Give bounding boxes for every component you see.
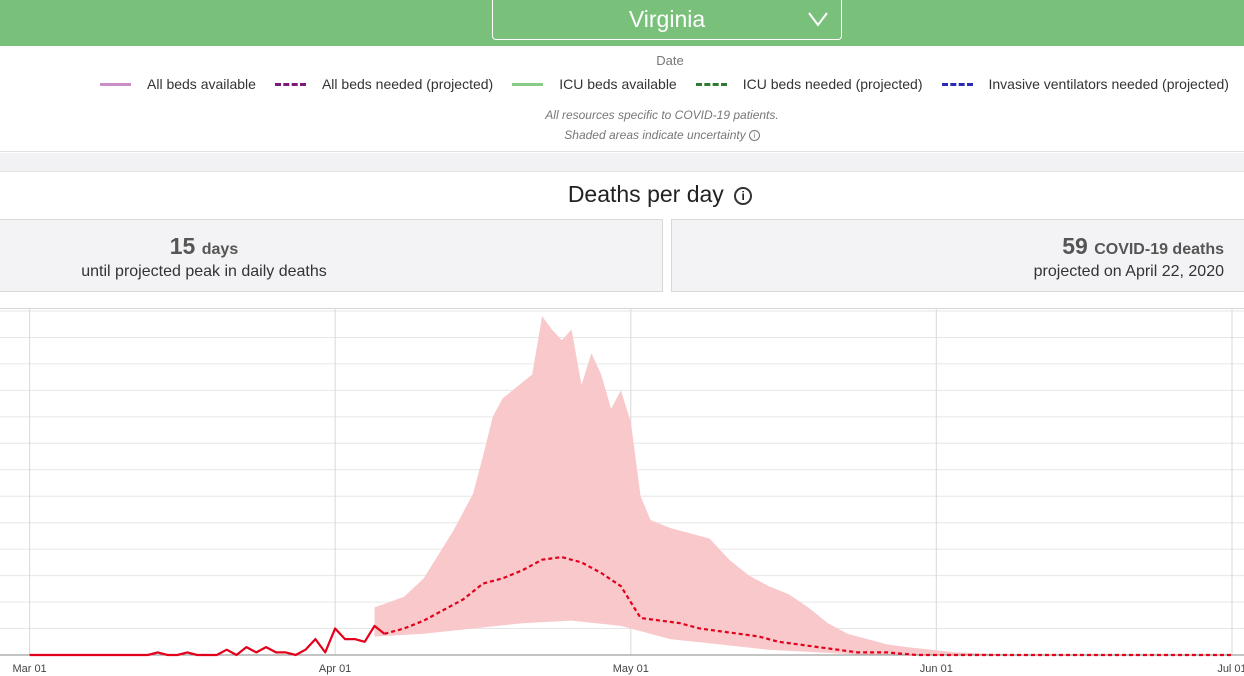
- info-icon[interactable]: i: [734, 186, 753, 205]
- state-selected-label: Virginia: [628, 6, 706, 32]
- deaths-title: Deaths per day: [567, 181, 724, 207]
- peak-deaths-card: 59 COVID-19 deaths projected on April 22…: [671, 219, 1244, 292]
- legend-swatch: [274, 82, 306, 86]
- peak-days-unit: days: [201, 241, 239, 258]
- state-dropdown[interactable]: Virginia: [492, 0, 842, 40]
- uncertainty-note: Shaded areas indicate uncertainty i: [0, 128, 1244, 142]
- peak-deaths-number: 59: [1062, 233, 1088, 259]
- chart-legend: All beds available All beds needed (proje…: [100, 76, 1244, 92]
- legend-swatch: [100, 82, 131, 86]
- x-tick-label: Jun 01: [920, 663, 953, 675]
- legend-item[interactable]: All beds needed (projected): [274, 76, 494, 92]
- resource-chart-footer: Date All beds available All beds needed (…: [0, 46, 1244, 152]
- uncertainty-note-text: Shaded areas indicate uncertainty: [564, 128, 746, 142]
- peak-days-number: 15: [169, 233, 196, 259]
- legend-label: Invasive ventilators needed (projected): [988, 76, 1229, 92]
- peak-deaths-caption: projected on April 22, 2020: [1033, 263, 1224, 280]
- legend-swatch: [695, 82, 727, 86]
- legend-swatch: [941, 82, 973, 86]
- legend-label: ICU beds available: [559, 76, 677, 92]
- header-bar: Virginia: [0, 0, 1244, 46]
- chevron-down-icon: [808, 12, 828, 27]
- peak-days-card: 15 days until projected peak in daily de…: [0, 219, 663, 292]
- peak-deaths-value-line: 59 COVID-19 deaths: [1062, 233, 1224, 260]
- x-tick-label: May 01: [613, 663, 649, 675]
- legend-item[interactable]: All beds available: [100, 76, 256, 92]
- section-divider: [0, 153, 1244, 171]
- x-tick-label: Apr 01: [319, 663, 351, 675]
- legend-label: All beds needed (projected): [321, 76, 494, 92]
- resources-note: All resources specific to COVID-19 patie…: [545, 108, 779, 122]
- legend-item[interactable]: ICU beds needed (projected): [695, 76, 923, 92]
- x-axis-label: Date: [656, 53, 684, 68]
- peak-days-caption: until projected peak in daily deaths: [81, 263, 327, 280]
- peak-days-value-line: 15 days: [0, 233, 409, 260]
- uncertainty-band: [374, 316, 1232, 655]
- x-tick-label: Jul 01: [1217, 663, 1244, 675]
- projected-deaths-line: [384, 556, 1232, 657]
- legend-swatch: [512, 82, 544, 86]
- peak-deaths-unit: COVID-19 deaths: [1094, 241, 1224, 258]
- deaths-per-day-chart: Mar 01 Apr 01 May 01 Jun 01 Jul 01: [0, 308, 1244, 676]
- section-title: Deaths per day i: [0, 181, 1244, 208]
- legend-label: ICU beds needed (projected): [742, 76, 923, 92]
- x-tick-label: Mar 01: [12, 663, 46, 675]
- legend-label: All beds available: [147, 76, 256, 92]
- info-icon[interactable]: i: [748, 130, 760, 142]
- legend-item[interactable]: Invasive ventilators needed (projected): [941, 76, 1229, 92]
- legend-item[interactable]: ICU beds available: [512, 76, 677, 92]
- observed-deaths-line: [29, 624, 386, 657]
